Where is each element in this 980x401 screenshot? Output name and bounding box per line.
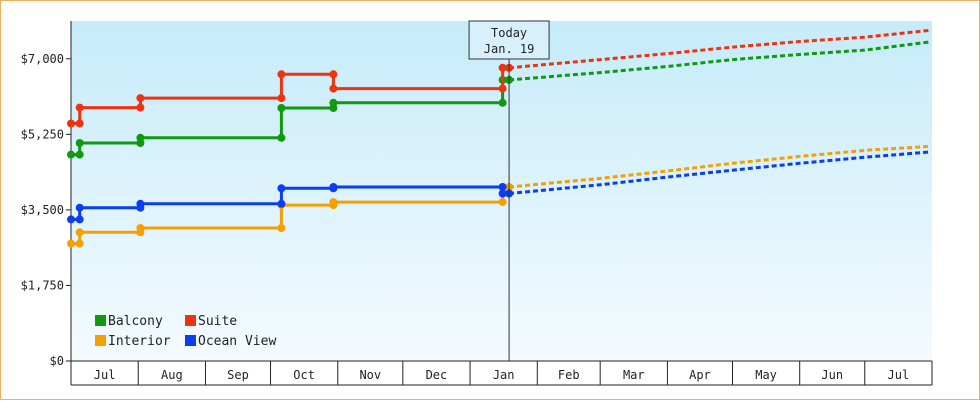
x-tick-label: May <box>755 368 777 382</box>
y-tick-label: $1,750 <box>21 278 64 292</box>
data-point-balcony <box>277 104 286 112</box>
data-point-ocean-view <box>75 215 84 224</box>
data-point-suite <box>277 94 286 103</box>
today-label: Today <box>491 26 527 40</box>
x-tick-label: Jul <box>94 368 116 382</box>
data-point-balcony <box>136 133 145 142</box>
x-tick-label: Sep <box>227 368 249 382</box>
legend-label-suite: Suite <box>198 314 237 329</box>
x-tick-label: Jan <box>493 368 515 382</box>
legend-swatch-interior <box>95 335 106 346</box>
data-point-interior <box>67 239 75 248</box>
data-point-suite <box>75 119 84 128</box>
data-point-ocean-view <box>498 189 507 198</box>
data-point-ocean-view <box>136 199 145 208</box>
x-tick-label: Aug <box>161 368 183 382</box>
x-tick-label: Jul <box>888 368 910 382</box>
data-point-balcony <box>67 150 75 159</box>
y-axis: $0 $1,750 $3,500 $5,250 $7,000 <box>21 21 72 368</box>
data-point-interior <box>75 228 84 237</box>
data-point-ocean-view <box>277 199 286 208</box>
y-tick-label: $5,250 <box>21 127 64 141</box>
series-suite <box>67 28 930 128</box>
data-point-suite <box>136 94 145 103</box>
today-callout-box <box>468 20 550 60</box>
data-point-suite <box>498 63 507 72</box>
legend-swatch-suite <box>185 315 196 326</box>
y-tick-label: $7,000 <box>21 52 64 66</box>
legend-swatch-ocean-view <box>185 335 196 346</box>
series-layer <box>67 28 930 248</box>
x-tick-label: Dec <box>426 368 448 382</box>
data-point-suite <box>75 103 84 112</box>
data-point-interior <box>75 239 84 248</box>
data-point-interior <box>277 224 286 232</box>
data-point-balcony <box>75 150 84 159</box>
data-point-suite <box>498 84 507 93</box>
x-tick-label: Apr <box>689 368 711 382</box>
data-point-ocean-view <box>75 203 84 212</box>
data-point-ocean-view <box>277 184 286 193</box>
data-point-ocean-view <box>67 215 75 224</box>
data-point-suite <box>329 70 338 79</box>
x-tick-label: Nov <box>359 368 381 382</box>
data-point-suite <box>136 103 145 112</box>
series-forecast-balcony <box>508 40 930 82</box>
x-tick-label: Feb <box>558 368 580 382</box>
data-point-ocean-view <box>498 183 507 191</box>
today-date-label: Jan. 19 <box>484 42 535 56</box>
legend-label-balcony: Balcony <box>108 314 163 329</box>
x-axis: Jul Aug Sep Oct Nov Dec Jan Feb Mar Apr May Jun Jul <box>70 360 933 386</box>
data-point-interior <box>329 198 338 207</box>
series-balcony <box>67 40 930 159</box>
legend: Balcony Suite Interior Ocean View <box>95 314 276 349</box>
x-tick-label: Mar <box>623 368 645 382</box>
data-point-balcony <box>329 98 338 107</box>
series-forecast-interior <box>508 144 930 189</box>
series-ocean-view <box>67 150 930 224</box>
data-point-suite <box>329 84 338 93</box>
y-tick-label: $0 <box>50 354 64 368</box>
series-forecast-suite <box>508 28 930 70</box>
legend-label-ocean-view: Ocean View <box>198 334 276 349</box>
data-point-interior <box>136 224 145 232</box>
data-point-interior <box>498 198 507 207</box>
y-tick-label: $3,500 <box>21 203 64 217</box>
series-forecast-ocean-view <box>508 150 930 195</box>
data-point-ocean-view <box>329 183 338 191</box>
legend-label-interior: Interior <box>108 334 171 349</box>
x-tick-label: Jun <box>821 368 843 382</box>
x-tick-label: Oct <box>293 368 315 382</box>
data-point-balcony <box>498 98 507 107</box>
legend-swatch-balcony <box>95 315 106 326</box>
data-point-balcony <box>75 139 84 147</box>
data-point-suite <box>67 119 75 128</box>
data-point-suite <box>277 70 286 79</box>
data-point-balcony <box>277 133 286 142</box>
today-marker: Today Jan. 19 <box>468 20 550 361</box>
